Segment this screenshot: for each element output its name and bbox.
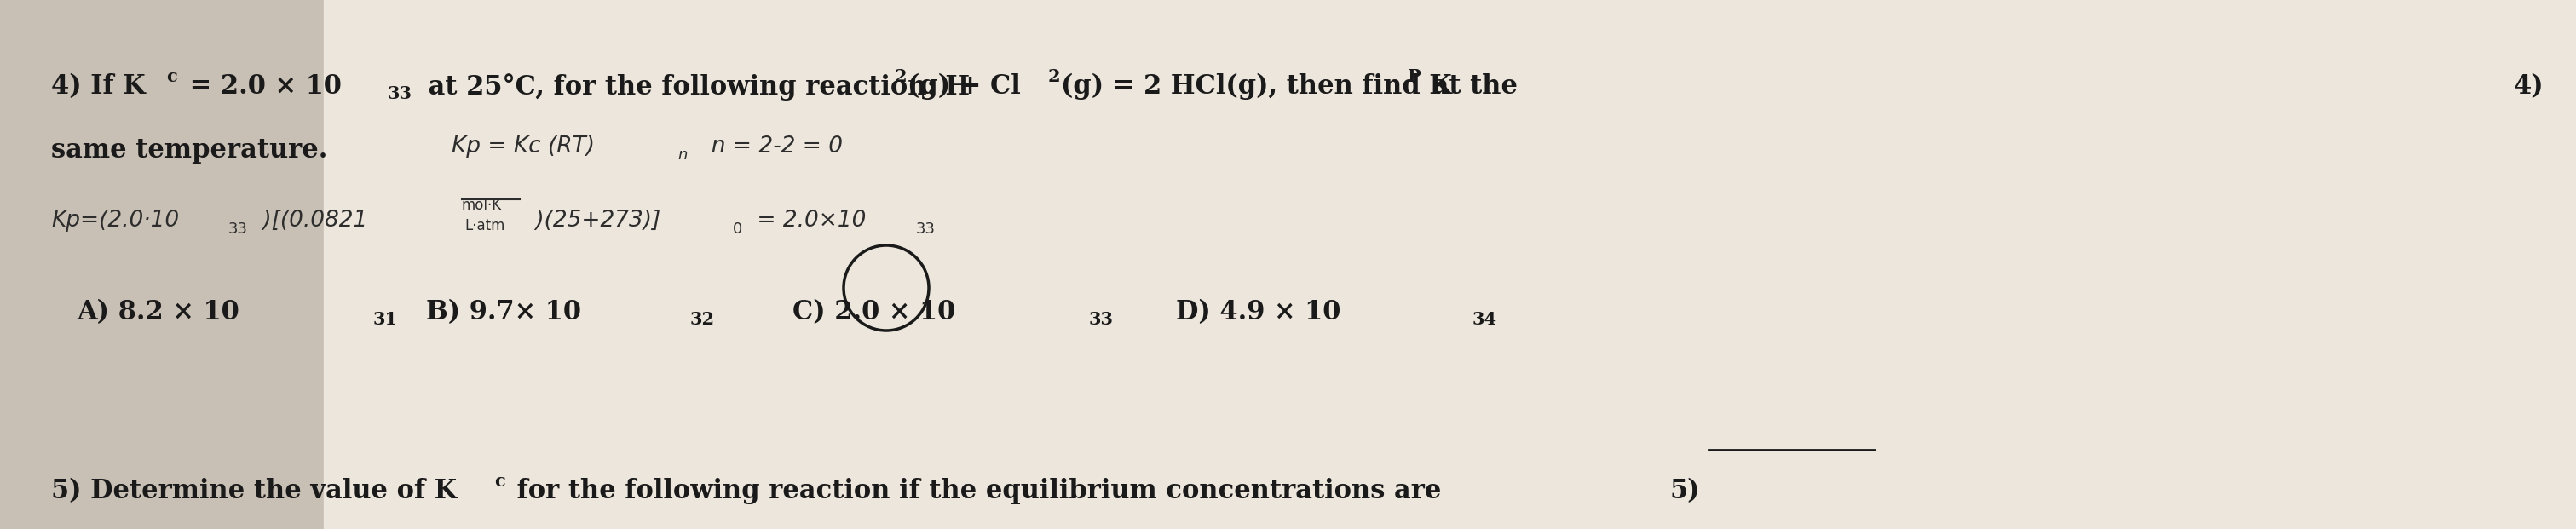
Text: (g) + Cl: (g) + Cl [907, 73, 1020, 100]
Text: c: c [167, 68, 178, 85]
Text: c: c [495, 473, 505, 490]
Text: 5): 5) [1669, 478, 1700, 504]
Text: n: n [677, 148, 688, 163]
Text: 2: 2 [894, 68, 907, 85]
Text: n = 2-2 = 0: n = 2-2 = 0 [698, 135, 842, 158]
Text: )[(0.0821: )[(0.0821 [255, 209, 368, 232]
Text: 34: 34 [1473, 311, 1497, 328]
Text: Kp = Kc (RT): Kp = Kc (RT) [451, 135, 595, 158]
Text: = 2.0×10: = 2.0×10 [750, 209, 866, 232]
Text: same temperature.: same temperature. [52, 137, 327, 163]
Bar [325, 0, 2576, 529]
Text: 0: 0 [732, 222, 742, 237]
Text: 32: 32 [690, 311, 716, 328]
Text: 5) Determine the value of K: 5) Determine the value of K [52, 478, 456, 504]
Text: C) 2.0 × 10: C) 2.0 × 10 [793, 299, 956, 325]
Text: at the: at the [1422, 73, 1517, 99]
Text: 33: 33 [1090, 311, 1113, 328]
Text: 33: 33 [917, 222, 935, 237]
Text: at 25°C, for the following reaction: H: at 25°C, for the following reaction: H [420, 73, 969, 101]
Text: A) 8.2 × 10: A) 8.2 × 10 [77, 299, 240, 325]
Text: 31: 31 [374, 311, 399, 328]
Text: )(25+273)]: )(25+273)] [528, 209, 659, 232]
Text: P: P [1406, 68, 1422, 85]
Bar [0, 0, 325, 529]
Text: 33: 33 [229, 222, 247, 237]
Text: = 2.0 × 10: = 2.0 × 10 [180, 73, 343, 99]
Text: 4): 4) [2514, 73, 2545, 99]
Text: 33: 33 [389, 85, 412, 102]
Text: 4) If K: 4) If K [52, 73, 144, 99]
Text: B) 9.7× 10: B) 9.7× 10 [425, 299, 582, 325]
Text: Kp=(2.0·10: Kp=(2.0·10 [52, 209, 180, 232]
Text: L·atm: L·atm [464, 218, 505, 233]
Text: 2: 2 [1048, 68, 1061, 85]
Text: (g) = 2 HCl(g), then find K: (g) = 2 HCl(g), then find K [1061, 73, 1453, 100]
Text: D) 4.9 × 10: D) 4.9 × 10 [1177, 299, 1340, 325]
Text: for the following reaction if the equilibrium concentrations are: for the following reaction if the equili… [507, 478, 1443, 504]
Text: mol·K: mol·K [461, 198, 502, 213]
